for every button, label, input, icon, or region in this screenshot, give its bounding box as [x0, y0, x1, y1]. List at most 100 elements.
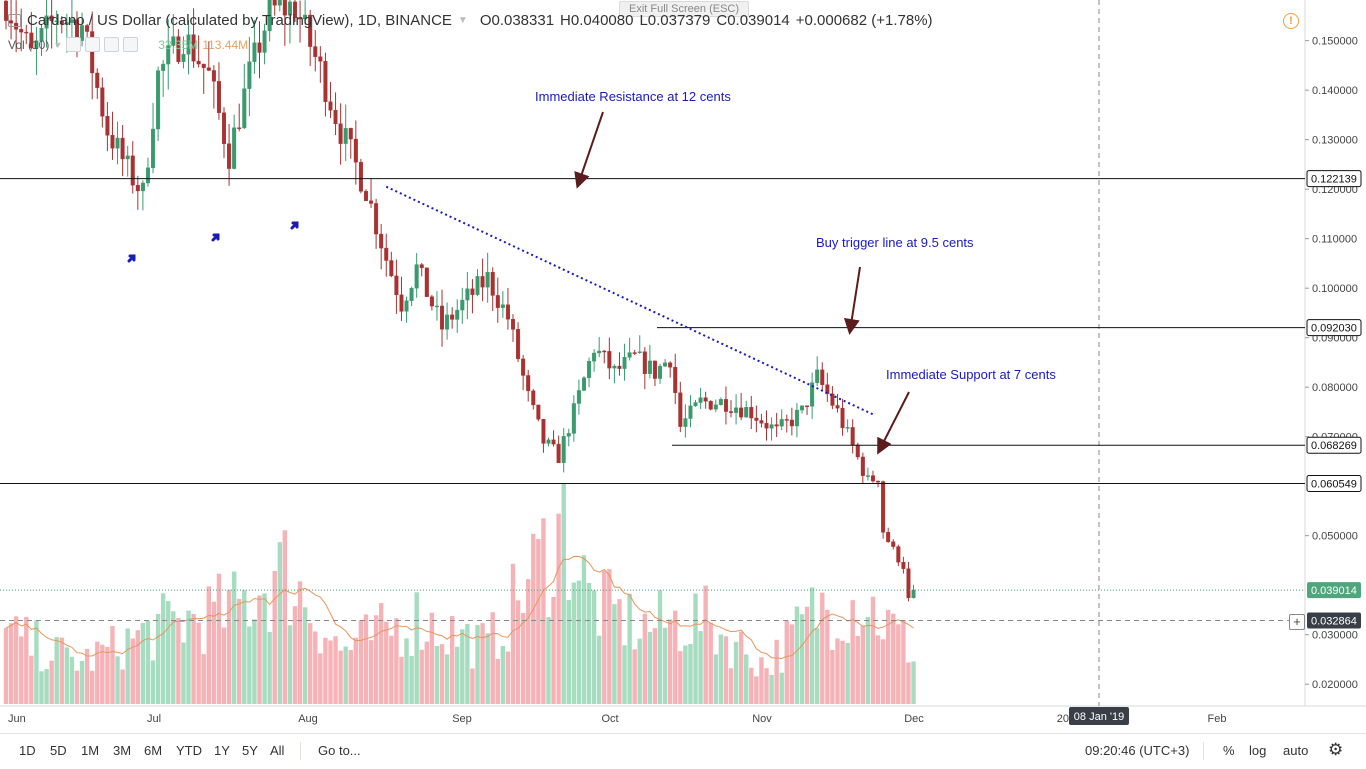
volume-bar: [536, 539, 541, 704]
annotations[interactable]: Immediate Resistance at 12 cents Buy trig…: [127, 89, 1056, 455]
volume-bar: [830, 649, 835, 704]
volume-bar: [13, 616, 19, 704]
dropdown-arrow-icon[interactable]: ▼: [53, 39, 63, 50]
volume-bar: [368, 640, 374, 704]
candle-body: [723, 399, 728, 412]
resistance-annotation: Immediate Resistance at 12 cents: [535, 89, 731, 104]
range-button-3m[interactable]: 3M: [113, 743, 132, 758]
dropdown-arrow-icon[interactable]: ▼: [457, 15, 468, 26]
exit-fullscreen-button[interactable]: Exit Full Screen (ESC): [619, 1, 749, 17]
price-tick-label: 0.110000: [1312, 234, 1357, 246]
candle-body: [673, 366, 678, 393]
time-label: Feb: [1208, 713, 1227, 725]
range-button-1m[interactable]: 1M: [81, 743, 100, 758]
price-axis[interactable]: 0.150000 0.140000 0.130000 0.120000 0.110000…: [1305, 36, 1362, 692]
candle-body: [64, 22, 69, 25]
clock-display[interactable]: 09:20:46 (UTC+3): [1085, 743, 1190, 758]
candle-body: [663, 362, 668, 367]
candle-body: [414, 264, 419, 289]
candle-body: [911, 589, 916, 598]
range-button-ytd[interactable]: YTD: [176, 743, 202, 758]
range-button-1y[interactable]: 1Y: [214, 743, 230, 758]
log-toggle[interactable]: log: [1249, 743, 1267, 758]
settings-icon[interactable]: [85, 37, 101, 52]
volume-bar: [825, 609, 830, 704]
candle-body: [592, 352, 597, 362]
symbol-title[interactable]: Cardano / US Dollar (calculated by Tradi…: [27, 12, 452, 29]
candle-body: [358, 162, 363, 192]
candle-body: [171, 36, 176, 46]
volume-legend: Vol (10) ▼ 33.35M 113.44M: [8, 37, 248, 52]
volume-label[interactable]: Vol (10): [8, 37, 50, 52]
candle-body: [206, 67, 211, 71]
more-icon[interactable]: [123, 37, 139, 52]
percent-toggle[interactable]: %: [1223, 743, 1235, 758]
settings-gear-icon[interactable]: ⚙: [1328, 740, 1344, 759]
volume-bar: [495, 658, 500, 704]
volume-bar: [475, 625, 480, 704]
volume-bar: [510, 563, 516, 704]
volume-bar: [302, 607, 308, 704]
price-chart[interactable]: Immediate Resistance at 12 cents Buy trig…: [0, 0, 1366, 733]
volume-bar: [155, 613, 161, 704]
volume-bar: [105, 646, 110, 704]
range-button-6m[interactable]: 6M: [144, 743, 163, 758]
volume-bar: [581, 555, 587, 704]
volume-bar: [237, 598, 242, 704]
candle-body: [404, 300, 409, 312]
range-button-all[interactable]: All: [270, 743, 285, 758]
volume-bar: [308, 623, 313, 704]
range-button-5d[interactable]: 5D: [50, 743, 67, 758]
volume-bar: [875, 635, 881, 704]
warning-icon[interactable]: !: [1283, 13, 1299, 29]
candle-body: [587, 361, 592, 378]
volume-bar: [845, 642, 850, 704]
volume-bar: [115, 656, 120, 704]
candle-body: [480, 276, 485, 288]
range-button-1d[interactable]: 1D: [19, 743, 36, 758]
volume-bar: [566, 600, 571, 704]
price-tick-label: 0.150000: [1312, 36, 1358, 48]
volume-bar: [657, 590, 663, 704]
volume-bar: [176, 618, 181, 704]
remove-icon[interactable]: [104, 37, 120, 52]
volume-bar: [166, 601, 171, 704]
time-axis[interactable]: JunJulAugSepOctNovDec2019Feb08 Jan '19: [8, 707, 1226, 725]
candle-body: [145, 167, 150, 184]
candle-body: [120, 137, 125, 160]
volume-bar: [64, 647, 70, 704]
candle-body: [500, 304, 505, 308]
trendline[interactable]: [385, 185, 874, 416]
candle-body: [820, 369, 825, 385]
candle-body: [698, 397, 703, 403]
price-tag: [1306, 436, 1362, 454]
candle-body: [713, 404, 718, 410]
hide-icon[interactable]: [66, 37, 82, 52]
volume-bar: [662, 627, 668, 704]
collapse-legend-icon[interactable]: [8, 14, 21, 27]
candle-body: [105, 116, 110, 136]
candle-body: [465, 288, 470, 301]
candle-body: [384, 247, 389, 261]
range-button-5y[interactable]: 5Y: [242, 743, 258, 758]
auto-toggle[interactable]: auto: [1283, 743, 1309, 758]
candle-body: [815, 369, 820, 383]
horizontal-levels[interactable]: [0, 178, 1305, 622]
buy-trigger-annotation: Buy trigger line at 9.5 cents: [816, 235, 974, 250]
price-tag: [1306, 170, 1362, 188]
candle-body: [434, 305, 439, 308]
volume-bar: [328, 640, 333, 704]
volume-bar: [424, 641, 430, 704]
candle-body: [794, 409, 799, 427]
candle-body: [242, 88, 247, 129]
candle-body: [49, 15, 54, 22]
volume-bar: [221, 627, 227, 704]
add-crosshair-icon[interactable]: +: [1289, 614, 1305, 630]
volume-bar: [688, 643, 693, 704]
crosshair-date-box: [1069, 707, 1129, 725]
goto-button[interactable]: Go to...: [318, 743, 361, 758]
volume-bar: [759, 657, 764, 704]
candle-body: [125, 155, 130, 160]
volume-ma-path: [5, 555, 914, 660]
volume-bar: [201, 654, 206, 704]
